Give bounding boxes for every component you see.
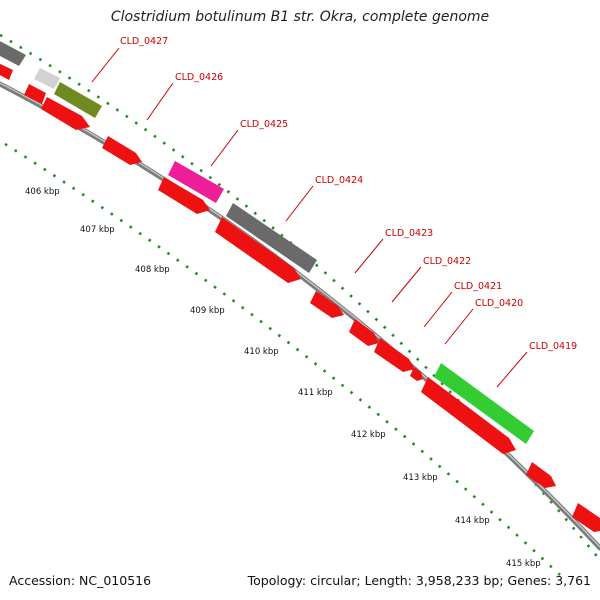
cds-arrow-i [410,367,423,381]
kbp-labels: 406 kbp 407 kbp 408 kbp 409 kbp 410 kbp … [25,187,541,569]
gene-label-0427: CLD_0427 [120,36,168,47]
genome-summary-text: Topology: circular; Length: 3,958,233 bp… [247,573,591,588]
kbp-label-415: 415 kbp [506,559,541,569]
cds-arrow-f [310,291,344,318]
cds-arrow-b [41,97,90,130]
leader-line-0425 [210,129,239,167]
leader-line-0427 [91,47,120,83]
cds-arrow-l [572,503,600,532]
leader-line-0424 [285,185,314,222]
kbp-label-414: 414 kbp [455,516,490,526]
kbp-label-409: 409 kbp [190,306,225,316]
kbp-label-412: 412 kbp [351,430,386,440]
cds-arrow-k [526,462,556,488]
gene-label-0426: CLD_0426 [175,72,223,83]
kbp-label-408: 408 kbp [135,265,170,275]
cog-block-green-0419 [434,363,534,444]
cds-features [0,63,600,532]
leader-line-0420 [444,308,474,345]
gene-label-0422: CLD_0422 [423,256,471,267]
gene-labels: CLD_0427 CLD_0426 CLD_0425 CLD_0424 CLD_… [120,36,577,352]
leader-line-0419 [496,351,528,388]
cds-arrow-a [24,84,46,104]
genome-backbone [0,81,600,551]
kbp-label-413: 413 kbp [403,473,438,483]
gene-label-0425: CLD_0425 [240,119,288,130]
map-title: Clostridium botulinum B1 str. Okra, comp… [110,9,490,25]
gene-label-lines [91,47,528,388]
genome-backbone-highlight [0,82,600,548]
leader-line-0423 [354,238,384,274]
kbp-label-410: 410 kbp [244,347,279,357]
accession-text: Accession: NC_010516 [9,573,152,588]
gene-label-0421: CLD_0421 [454,281,502,292]
gene-label-0424: CLD_0424 [315,175,363,186]
cog-block-pink-0425 [168,161,224,203]
cog-block-gray-0428 [0,41,26,66]
cog-block-gray-0424 [226,203,317,273]
cds-arrow-h [374,338,415,372]
inner-tick-ring [4,142,561,576]
leader-line-0422 [391,266,422,303]
cds-arrow-j [421,377,516,454]
cds-arrow-g [349,319,379,346]
cds-arrow-0428 [0,63,13,80]
leader-line-0421 [423,291,453,328]
gene-label-0419: CLD_0419 [529,341,577,352]
kbp-label-407: 407 kbp [80,225,115,235]
gene-label-0420: CLD_0420 [475,298,523,309]
cds-arrow-e [215,217,301,283]
kbp-label-411: 411 kbp [298,388,333,398]
cds-arrow-c [102,136,142,165]
gene-label-0423: CLD_0423 [385,228,433,239]
kbp-label-406: 406 kbp [25,187,60,197]
cog-block-light-0427 [34,68,60,89]
cog-block-olive-0427 [54,82,102,118]
cds-arrow-d [158,177,210,214]
cog-blocks [0,41,534,444]
leader-line-0426 [146,82,174,121]
